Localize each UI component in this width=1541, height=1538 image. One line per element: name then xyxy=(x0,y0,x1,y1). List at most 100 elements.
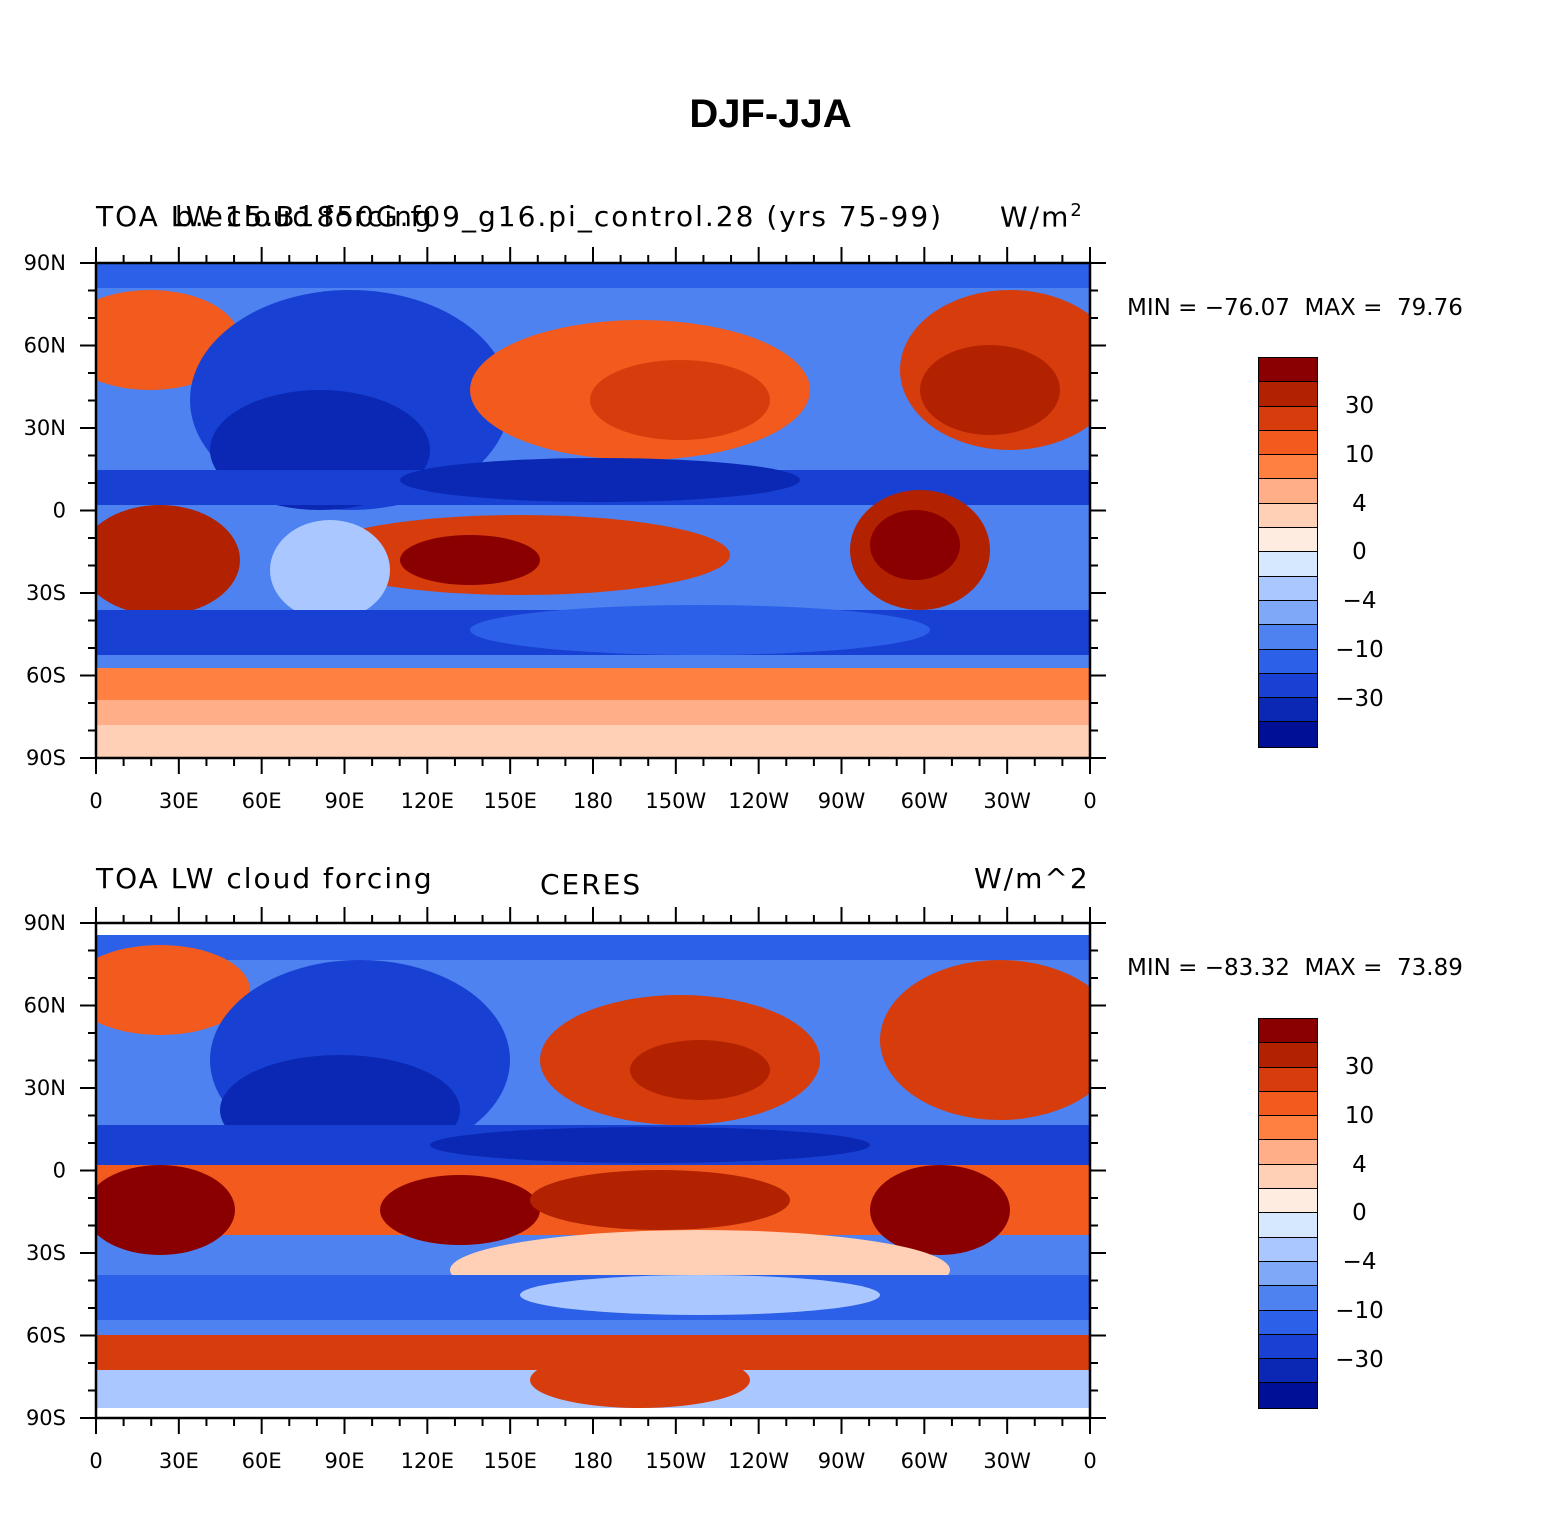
lat-tick-label: 30N xyxy=(24,416,66,440)
colorbar-label: 4 xyxy=(1352,1151,1367,1178)
lat-tick-label: 0 xyxy=(53,1159,66,1183)
colorbar-box xyxy=(1259,430,1317,456)
lon-tick-label: 120E xyxy=(401,1449,454,1473)
colorbar-box xyxy=(1259,1140,1317,1165)
colorbar-label: −30 xyxy=(1335,1346,1384,1373)
colorbar-label: 30 xyxy=(1344,393,1375,419)
lon-tick-label: 90W xyxy=(818,1449,866,1473)
colorbar-box xyxy=(1259,1334,1317,1360)
min-max-readout: MIN = −76.07 MAX = 79.76 xyxy=(1127,295,1463,321)
units-text: W/m xyxy=(1000,200,1071,234)
lat-tick-label: 60S xyxy=(26,664,66,688)
colorbar-box xyxy=(1259,382,1317,407)
colorbar-label: 0 xyxy=(1352,539,1367,566)
min-label: MIN = −83.32 xyxy=(1127,955,1290,981)
lat-tick-label: 30S xyxy=(26,1241,66,1265)
colorbar-box xyxy=(1259,1261,1317,1287)
lon-tick-label: 120W xyxy=(728,1449,789,1473)
colorbar-box xyxy=(1259,1019,1317,1044)
panel-center-title: CERES xyxy=(540,868,643,901)
lat-tick-label: 90S xyxy=(26,1406,66,1430)
colorbar-label: 10 xyxy=(1344,441,1375,468)
colorbar-box xyxy=(1259,1043,1317,1068)
lat-tick-label: 30N xyxy=(24,1076,66,1100)
min-max-readout: MIN = −83.32 MAX = 73.89 xyxy=(1127,955,1463,981)
min-label: MIN = −76.07 xyxy=(1127,295,1290,321)
colorbar-box xyxy=(1259,600,1317,626)
colorbar-box xyxy=(1259,576,1317,601)
units-superscript: 2 xyxy=(1070,200,1084,221)
lon-tick-label: 60W xyxy=(901,789,949,813)
colorbar xyxy=(1258,1018,1318,1409)
colorbar-box xyxy=(1259,1359,1317,1384)
lon-tick-label: 180 xyxy=(573,1449,613,1473)
colorbar-box xyxy=(1259,552,1317,577)
colorbar-box xyxy=(1259,1383,1317,1408)
lon-tick-label: 150W xyxy=(645,789,706,813)
page-title: DJF-JJA xyxy=(689,92,852,136)
lon-tick-label: 60E xyxy=(242,789,282,813)
colorbar-label: 0 xyxy=(1352,1200,1367,1227)
map-plot-ceres: 90N 60N 30N 0 30S 60S 90S 0 30E 60E 90E 120E 150E 18… xyxy=(24,907,1106,1473)
colorbar-label: −4 xyxy=(1342,588,1377,615)
panel-units: W/m^2 xyxy=(974,862,1090,895)
lon-tick-label: 120E xyxy=(401,789,454,813)
colorbar-box xyxy=(1259,1189,1317,1214)
colorbar-box xyxy=(1259,1237,1317,1262)
lon-tick-label: 30W xyxy=(983,1449,1031,1473)
colorbar-box xyxy=(1259,358,1317,383)
lon-tick-label: 60W xyxy=(901,1449,949,1473)
panel-units: W/m2 xyxy=(1000,200,1084,233)
colorbar-box xyxy=(1259,649,1317,674)
lat-tick-label: 60S xyxy=(26,1324,66,1348)
colorbar-box xyxy=(1259,528,1317,553)
colorbar-box xyxy=(1259,503,1317,529)
colorbar-box xyxy=(1259,1091,1317,1117)
colorbar-label: −10 xyxy=(1335,637,1384,663)
lat-tick-label: 30S xyxy=(26,581,66,605)
lat-tick-label: 60N xyxy=(24,994,66,1018)
lon-tick-label: 30W xyxy=(983,789,1031,813)
lat-tick-label: 0 xyxy=(53,499,66,523)
colorbar xyxy=(1258,357,1318,748)
lat-tick-label: 90S xyxy=(26,746,66,770)
lon-tick-label: 90E xyxy=(325,1449,365,1473)
lon-tick-label: 60E xyxy=(242,1449,282,1473)
lon-tick-label: 120W xyxy=(728,789,789,813)
lon-tick-label: 0 xyxy=(1083,789,1096,813)
colorbar-box xyxy=(1259,479,1317,504)
panel-left-title: TOA LW cloud forcing xyxy=(96,862,434,895)
lat-tick-label: 60N xyxy=(24,334,66,358)
colorbar-box xyxy=(1259,1164,1317,1190)
map-panel-model: 90N 60N 30N 0 30S 60S 90S 0 30E 60E 90E 120E 150E 18… xyxy=(0,0,1541,813)
lon-tick-label: 30E xyxy=(159,1449,199,1473)
colorbar-box xyxy=(1259,455,1317,480)
lon-tick-label: 0 xyxy=(89,1449,102,1473)
colorbar-box xyxy=(1259,625,1317,650)
max-label: MAX = 73.89 xyxy=(1304,955,1463,981)
colorbar-box xyxy=(1259,406,1317,431)
map-plot-model: 90N 60N 30N 0 30S 60S 90S 0 30E 60E 90E 120E 150E 18… xyxy=(24,247,1106,813)
lon-tick-label: 180 xyxy=(573,789,613,813)
colorbar-label: −4 xyxy=(1342,1249,1377,1276)
colorbar-box xyxy=(1259,673,1317,699)
panel-left-title: TOA LW cloud forcing xyxy=(96,200,434,233)
colorbar-box xyxy=(1259,1310,1317,1335)
lon-tick-label: 150E xyxy=(483,1449,536,1473)
colorbar-box xyxy=(1259,1116,1317,1141)
panel-center-title: b.e15.B1850G.f09_g16.pi_control.28 (yrs … xyxy=(175,200,944,233)
colorbar-label: −10 xyxy=(1335,1298,1384,1324)
lon-tick-label: 0 xyxy=(89,789,102,813)
colorbar-box xyxy=(1259,1067,1317,1092)
colorbar-box xyxy=(1259,1213,1317,1238)
units-text: W/m^2 xyxy=(974,862,1090,895)
lon-tick-label: 90W xyxy=(818,789,866,813)
lon-tick-label: 0 xyxy=(1083,1449,1096,1473)
lat-tick-label: 90N xyxy=(24,251,66,275)
colorbar-label: 10 xyxy=(1344,1102,1375,1129)
map-panel-ceres: 90N 60N 30N 0 30S 60S 90S 0 30E 60E 90E 120E 150E 18… xyxy=(0,0,1541,1473)
colorbar-label: 4 xyxy=(1352,490,1367,517)
lat-tick-label: 90N xyxy=(24,911,66,935)
lon-tick-label: 150E xyxy=(483,789,536,813)
colorbar-box xyxy=(1259,722,1317,747)
